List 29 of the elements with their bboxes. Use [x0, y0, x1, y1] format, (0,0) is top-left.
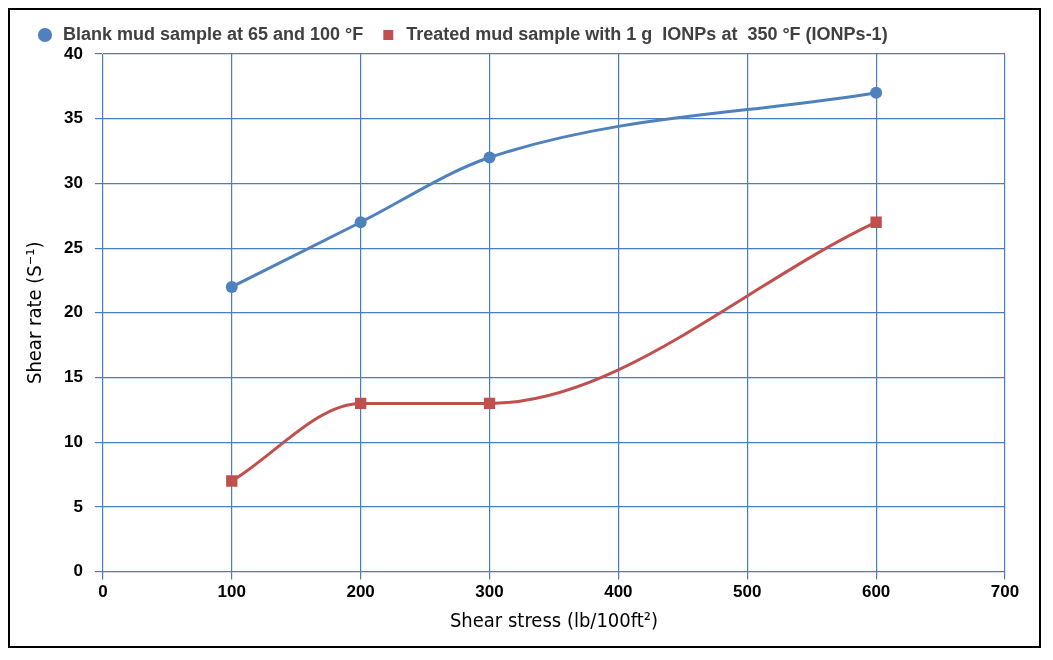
y-tick-label: 25: [63, 237, 83, 257]
y-tick-label: 30: [63, 173, 83, 193]
point: [354, 216, 367, 229]
point: [483, 151, 496, 164]
point: [870, 86, 883, 99]
y-axis-title: Shear rate (S⁻¹): [22, 241, 47, 385]
y-tick-label: 10: [63, 431, 83, 451]
point: [354, 397, 367, 410]
x-tick-label: 600: [861, 582, 891, 602]
x-tick-label: 400: [604, 582, 633, 602]
point: [483, 397, 496, 410]
x-tick-label: 100: [217, 582, 246, 602]
x-tick-label: 0: [98, 582, 108, 602]
x-tick-label: 500: [733, 582, 762, 602]
y-tick-label: 0: [73, 561, 83, 581]
y-tick-label: 20: [63, 302, 83, 322]
y-tick-label: 35: [63, 108, 83, 128]
x-tick-label: 200: [346, 582, 375, 602]
legend-label: Treated mud sample with 1 g IONPs at 350 °F (IONPs-1): [406, 23, 888, 44]
y-tick-label: 5: [73, 496, 83, 516]
point: [226, 475, 238, 487]
y-tick-label: 40: [63, 43, 83, 63]
x-axis-title: Shear stress (lb/100ft²): [449, 608, 658, 633]
x-tick-label: 300: [475, 582, 504, 602]
x-tick-label: 700: [990, 582, 1020, 602]
y-tick-label: 15: [63, 367, 83, 387]
point: [870, 216, 882, 228]
legend-label: Blank mud sample at 65 and 100 °F: [63, 23, 364, 44]
point: [225, 280, 238, 293]
